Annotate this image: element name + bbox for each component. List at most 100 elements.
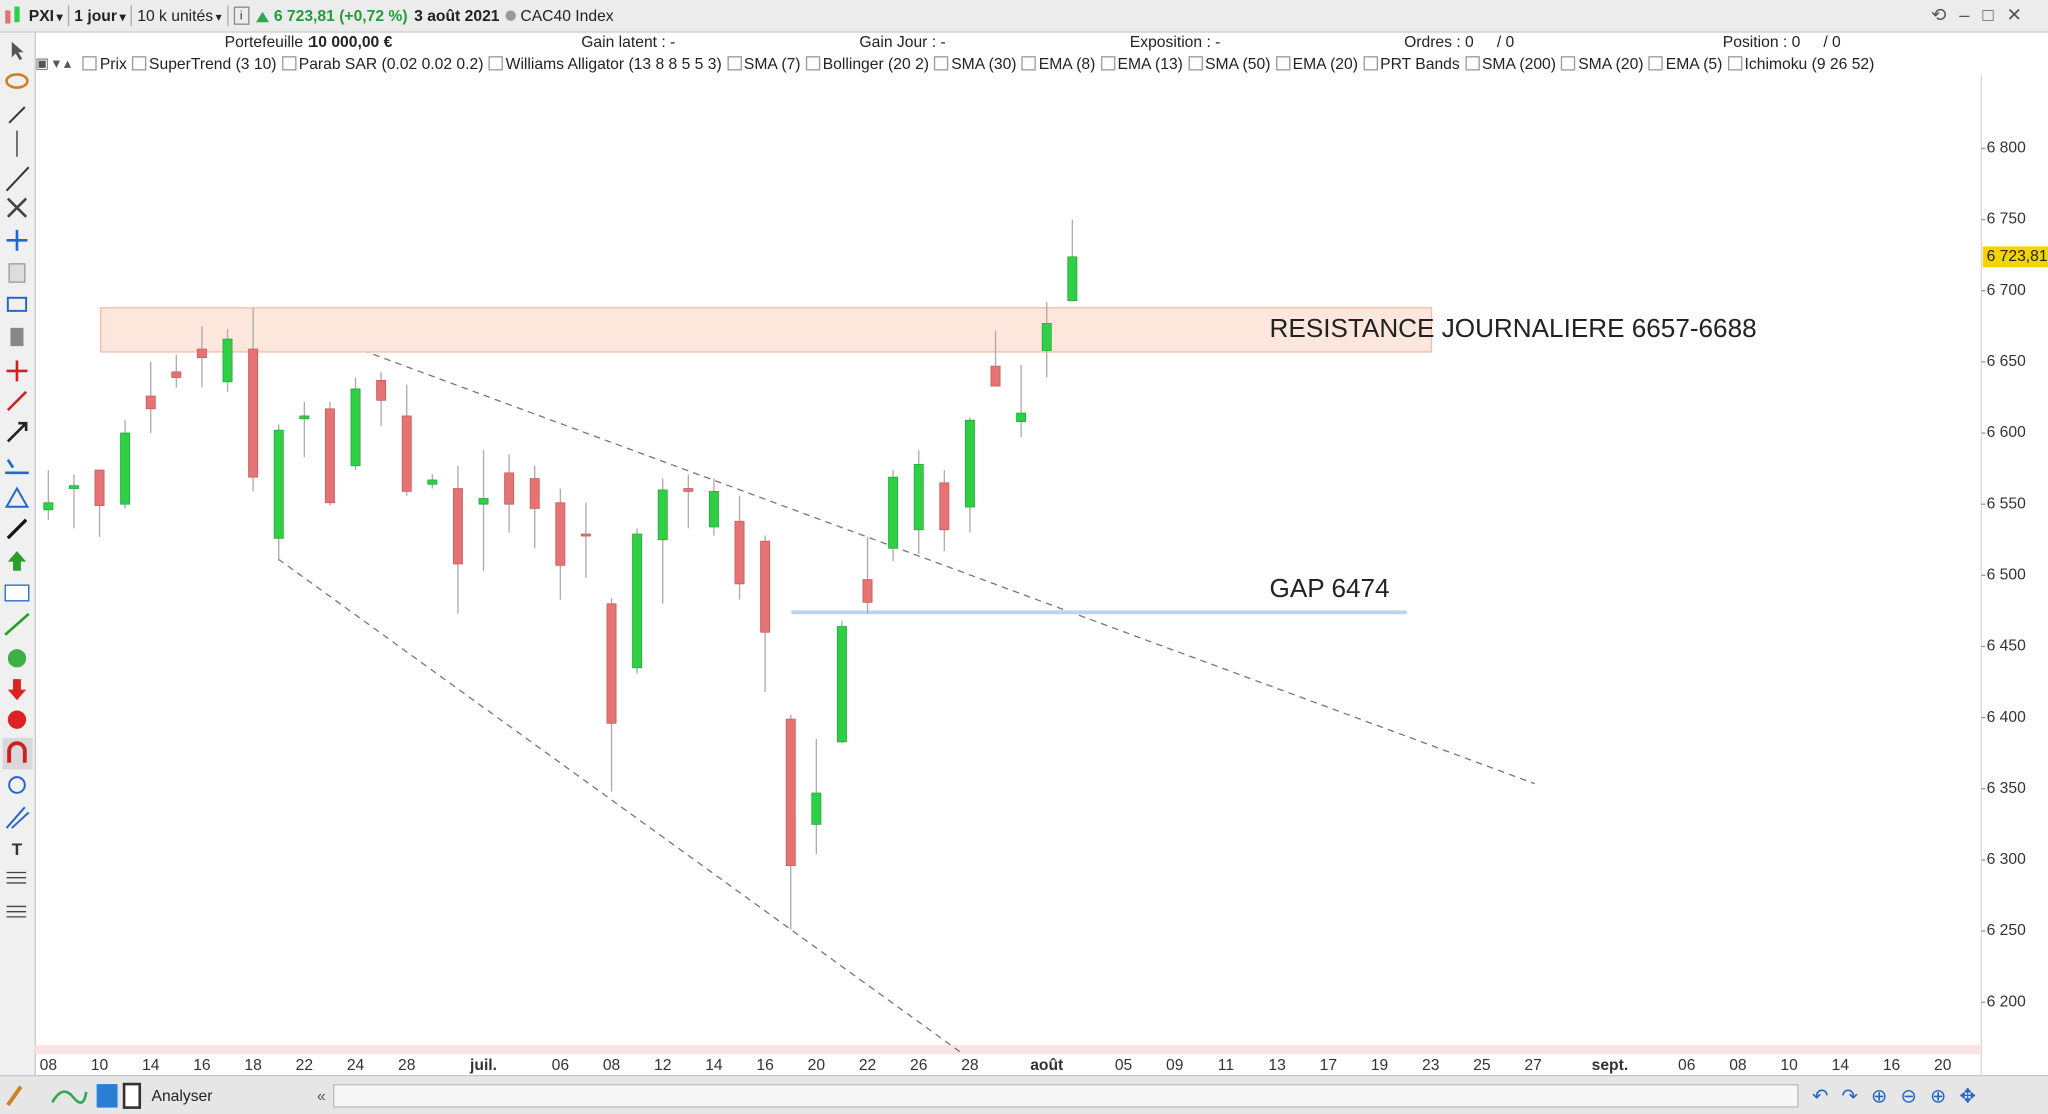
pitchfork-tool[interactable] (5, 806, 30, 829)
indicator-label[interactable]: Ichimoku (9 26 52) (1744, 54, 1875, 73)
pencil-tool[interactable] (6, 1084, 23, 1106)
ellipse-tool[interactable] (5, 73, 29, 89)
indicator-checkbox[interactable] (805, 56, 821, 71)
indicator-label[interactable]: SuperTrend (3 10) (149, 54, 277, 73)
indicator-checkbox[interactable] (1727, 56, 1742, 71)
portfolio-bar: Portefeuille : 10 000,00 € Gain latent :… (0, 33, 2048, 53)
candle-body (427, 479, 438, 485)
indicator-checkbox[interactable] (1100, 56, 1115, 71)
indicator-tool[interactable] (51, 1089, 88, 1104)
x-tick-label: 10 (91, 1057, 109, 1074)
indicator-label[interactable]: EMA (20) (1292, 54, 1358, 73)
x-tick-label: 25 (1473, 1057, 1491, 1074)
symbol[interactable]: PXI (29, 7, 63, 25)
indicator-checkbox[interactable] (1561, 56, 1576, 71)
delete-tool[interactable] (10, 327, 24, 347)
x-tick-label: 14 (1832, 1057, 1850, 1074)
rotate-tool[interactable] (8, 776, 26, 794)
candle-body (452, 488, 463, 565)
chart-type-icons[interactable]: ▣▾▴ (35, 56, 76, 72)
cursor-tool[interactable] (11, 41, 24, 61)
level-tool[interactable] (6, 360, 28, 382)
candle-body (43, 502, 54, 511)
indicator-label[interactable]: SMA (200) (1481, 54, 1556, 73)
down-arrow-tool[interactable] (7, 679, 27, 701)
move-tool[interactable] (6, 229, 28, 251)
x-tick-label: juil. (469, 1057, 497, 1074)
indicator-checkbox[interactable] (1021, 56, 1037, 71)
candle-body (657, 489, 668, 541)
x-tick-label: 14 (705, 1057, 723, 1074)
channel-tool[interactable] (5, 459, 29, 475)
indicator-label[interactable]: SMA (20) (1578, 54, 1644, 73)
indicator-label[interactable]: Bollinger (20 2) (822, 54, 929, 73)
x-tick-label: 18 (244, 1057, 262, 1074)
layout-tool[interactable] (122, 1082, 142, 1109)
arrow-tool[interactable] (6, 421, 28, 443)
x-tick-label: 08 (603, 1057, 621, 1074)
fib-levels-tool[interactable] (6, 871, 27, 884)
fib-ext-tool[interactable] (6, 905, 27, 918)
magnet-tool[interactable] (7, 741, 27, 763)
indicator-checkbox[interactable] (132, 56, 147, 71)
trend-tool[interactable] (4, 612, 30, 636)
candle-body (529, 478, 540, 509)
analyse-button[interactable]: Analyser (151, 1086, 213, 1105)
info-icon[interactable]: i (233, 6, 250, 25)
rect-tool[interactable] (6, 296, 28, 312)
candle-body (683, 488, 694, 492)
zoom-controls[interactable]: ↶↷⊕⊖⊕✥ (1812, 1084, 1989, 1107)
indicator-label[interactable]: EMA (8) (1038, 54, 1096, 73)
indicator-checkbox[interactable] (1275, 56, 1290, 71)
units[interactable]: 10 k unités (137, 7, 221, 25)
x-tick-label: 28 (398, 1057, 416, 1074)
arrow-black-tool[interactable] (6, 518, 28, 540)
h-line-tool[interactable] (6, 390, 28, 412)
indicator-label[interactable]: Williams Alligator (13 8 8 5 5 3) (505, 54, 722, 73)
up-arrow-tool[interactable] (7, 551, 27, 571)
window-controls[interactable]: ⟲–□✕ (1930, 3, 2035, 25)
indicator-label[interactable]: EMA (13) (1117, 54, 1183, 73)
indicator-checkbox[interactable] (1464, 56, 1480, 71)
copy-tool[interactable] (8, 263, 26, 283)
text-tool[interactable]: T (12, 840, 23, 859)
indicator-label[interactable]: SMA (30) (951, 54, 1017, 73)
candle-body (273, 429, 284, 539)
fib-tool[interactable] (6, 197, 28, 218)
indicator-label[interactable]: SMA (50) (1205, 54, 1271, 73)
triangle-tool[interactable] (4, 486, 30, 508)
indicator-label[interactable]: PRT Bands (1380, 54, 1460, 73)
indicator-checkbox[interactable] (1363, 56, 1378, 71)
indicator-checkbox[interactable] (1188, 56, 1203, 71)
indicator-checkbox[interactable] (488, 56, 504, 71)
thumb-down-tool[interactable] (7, 710, 27, 729)
y-tick-label: 6 750 (1987, 211, 2026, 228)
indicator-label[interactable]: EMA (5) (1665, 54, 1723, 73)
indicator-label[interactable]: Prix (99, 54, 127, 73)
percent-tool[interactable] (4, 584, 30, 602)
indicator-label[interactable]: Parab SAR (0.02 0.02 0.2) (298, 54, 484, 73)
indicator-checkbox[interactable] (82, 56, 98, 71)
candle-body (401, 415, 412, 492)
x-tick-label: 10 (1780, 1057, 1798, 1074)
indicator-checkbox[interactable] (1648, 56, 1664, 71)
period[interactable]: 1 jour (74, 7, 125, 25)
indicator-checkbox[interactable] (934, 56, 949, 71)
scroll-left[interactable]: « (316, 1086, 326, 1105)
share-tool[interactable] (96, 1083, 118, 1107)
indicator-label[interactable]: SMA (7) (743, 54, 801, 73)
y-tick-label: 6 600 (1987, 424, 2026, 441)
line-tool[interactable] (5, 166, 30, 192)
unrealized-gain: Gain latent : - (581, 32, 676, 51)
indicator-checkbox[interactable] (281, 56, 297, 71)
candle-body (299, 415, 310, 420)
candle-body (913, 463, 924, 531)
segment-tool[interactable] (8, 106, 26, 124)
last-price-change: 6 723,81 (+0,72 %) (273, 6, 408, 25)
indicator-checkbox[interactable] (726, 56, 742, 71)
x-tick-label: 12 (654, 1057, 671, 1074)
x-tick-label: 24 (347, 1057, 365, 1074)
thumb-up-tool[interactable] (7, 649, 27, 668)
x-tick-label: 16 (193, 1057, 211, 1074)
scrollbar[interactable] (333, 1083, 1800, 1107)
